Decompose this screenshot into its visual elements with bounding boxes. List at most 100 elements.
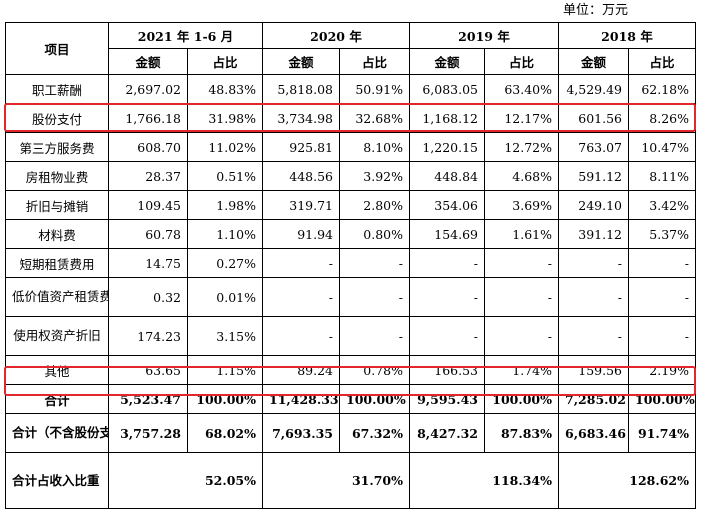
- cell: 0.78%: [339, 355, 410, 385]
- cell: -: [409, 248, 485, 278]
- cell: 60.78: [108, 219, 188, 249]
- cell: 12.17%: [484, 103, 559, 133]
- cell: 3.69%: [484, 190, 559, 220]
- table-row-share-payment: 股份支付 1,766.18 31.98% 3,734.98 32.68% 1,1…: [5, 103, 696, 133]
- header-ratio: 占比: [628, 48, 696, 75]
- cell: 50.91%: [339, 74, 410, 104]
- expense-table: 项目 2021 年 1-6 月 2020 年 2019 年 2018 年 金额 …: [5, 22, 696, 509]
- cell: 89.24: [262, 355, 340, 385]
- cell: -: [484, 277, 559, 317]
- table-row: 使用权资产折旧 174.23 3.15% - - - - - -: [5, 316, 696, 356]
- cell: -: [262, 248, 340, 278]
- cell: -: [262, 277, 340, 317]
- revenue-ratio-row: 合计占收入比重（不含股份支付） 52.05% 31.70% 118.34% 12…: [5, 452, 696, 509]
- cell: 3.15%: [187, 316, 263, 356]
- cell: 28.37: [108, 161, 188, 191]
- cell: 91.74%: [628, 413, 696, 453]
- cell: 109.45: [108, 190, 188, 220]
- row-label: 使用权资产折旧: [5, 316, 109, 356]
- cell: 7,693.35: [262, 413, 340, 453]
- cell: 1,168.12: [409, 103, 485, 133]
- cell: 62.18%: [628, 74, 696, 104]
- row-label: 折旧与摊销: [5, 190, 109, 220]
- cell: 11,428.33: [262, 384, 340, 414]
- cell: 0.32: [108, 277, 188, 317]
- cell: 4.68%: [484, 161, 559, 191]
- row-label: 合计占收入比重（不含股份支付）: [5, 452, 109, 509]
- row-label: 股份支付: [5, 103, 109, 133]
- row-label: 合计: [5, 384, 109, 414]
- header-item: 项目: [5, 22, 109, 75]
- cell: 31.98%: [187, 103, 263, 133]
- cell: 1.15%: [187, 355, 263, 385]
- cell: 5,818.08: [262, 74, 340, 104]
- cell: 128.62%: [558, 452, 696, 509]
- cell: 354.06: [409, 190, 485, 220]
- cell: 31.70%: [262, 452, 410, 509]
- cell: 3.42%: [628, 190, 696, 220]
- cell: 63.40%: [484, 74, 559, 104]
- total-row: 合计 5,523.47 100.00% 11,428.33 100.00% 9,…: [5, 384, 696, 414]
- cell: 763.07: [558, 132, 629, 162]
- header-row-periods: 项目 2021 年 1-6 月 2020 年 2019 年 2018 年: [5, 22, 696, 75]
- row-label: 其他: [5, 355, 109, 385]
- cell: 63.65: [108, 355, 188, 385]
- header-row-metrics: 金额 占比 金额 占比 金额 占比 金额 占比: [6, 48, 696, 75]
- cell: 1.98%: [187, 190, 263, 220]
- table-row: 折旧与摊销 109.45 1.98% 319.71 2.80% 354.06 3…: [5, 190, 696, 220]
- total-ex-share-row: 合计（不含股份支付） 3,757.28 68.02% 7,693.35 67.3…: [5, 413, 696, 453]
- cell: 591.12: [558, 161, 629, 191]
- cell: 100.00%: [187, 384, 263, 414]
- cell: 6,083.05: [409, 74, 485, 104]
- cell: 4,529.49: [558, 74, 629, 104]
- table-row: 职工薪酬 2,697.02 48.83% 5,818.08 50.91% 6,0…: [5, 74, 696, 104]
- header-amount: 金额: [558, 48, 629, 75]
- cell: -: [339, 277, 410, 317]
- cell: -: [628, 277, 696, 317]
- header-ratio: 占比: [484, 48, 559, 75]
- cell: 0.51%: [187, 161, 263, 191]
- row-label: 合计（不含股份支付）: [5, 413, 109, 453]
- cell: 0.27%: [187, 248, 263, 278]
- cell: 1.10%: [187, 219, 263, 249]
- header-ratio: 占比: [339, 48, 410, 75]
- header-amount: 金额: [262, 48, 340, 75]
- cell: -: [558, 316, 629, 356]
- cell: 1,220.15: [409, 132, 485, 162]
- cell: 2.80%: [339, 190, 410, 220]
- cell: 87.83%: [484, 413, 559, 453]
- cell: 174.23: [108, 316, 188, 356]
- cell: 925.81: [262, 132, 340, 162]
- cell: 9,595.43: [409, 384, 485, 414]
- cell: 601.56: [558, 103, 629, 133]
- cell: 0.80%: [339, 219, 410, 249]
- cell: 0.01%: [187, 277, 263, 317]
- cell: 1,766.18: [108, 103, 188, 133]
- cell: 67.32%: [339, 413, 410, 453]
- cell: -: [409, 277, 485, 317]
- cell: 52.05%: [108, 452, 263, 509]
- cell: 2,697.02: [108, 74, 188, 104]
- cell: 3,757.28: [108, 413, 188, 453]
- cell: 12.72%: [484, 132, 559, 162]
- cell: 100.00%: [628, 384, 696, 414]
- cell: 2.19%: [628, 355, 696, 385]
- cell: -: [409, 316, 485, 356]
- header-period: 2018 年: [558, 22, 696, 49]
- cell: 14.75: [108, 248, 188, 278]
- row-label: 第三方服务费: [5, 132, 109, 162]
- cell: -: [339, 316, 410, 356]
- cell: 32.68%: [339, 103, 410, 133]
- table-row: 第三方服务费 608.70 11.02% 925.81 8.10% 1,220.…: [5, 132, 696, 162]
- row-label: 房租物业费: [5, 161, 109, 191]
- header-period: 2020 年: [262, 22, 410, 49]
- cell: 1.61%: [484, 219, 559, 249]
- row-label: 材料费: [5, 219, 109, 249]
- cell: 5,523.47: [108, 384, 188, 414]
- cell: 10.47%: [628, 132, 696, 162]
- cell: 68.02%: [187, 413, 263, 453]
- cell: -: [628, 316, 696, 356]
- cell: 100.00%: [339, 384, 410, 414]
- cell: 608.70: [108, 132, 188, 162]
- table-row: 其他 63.65 1.15% 89.24 0.78% 166.53 1.74% …: [5, 355, 696, 385]
